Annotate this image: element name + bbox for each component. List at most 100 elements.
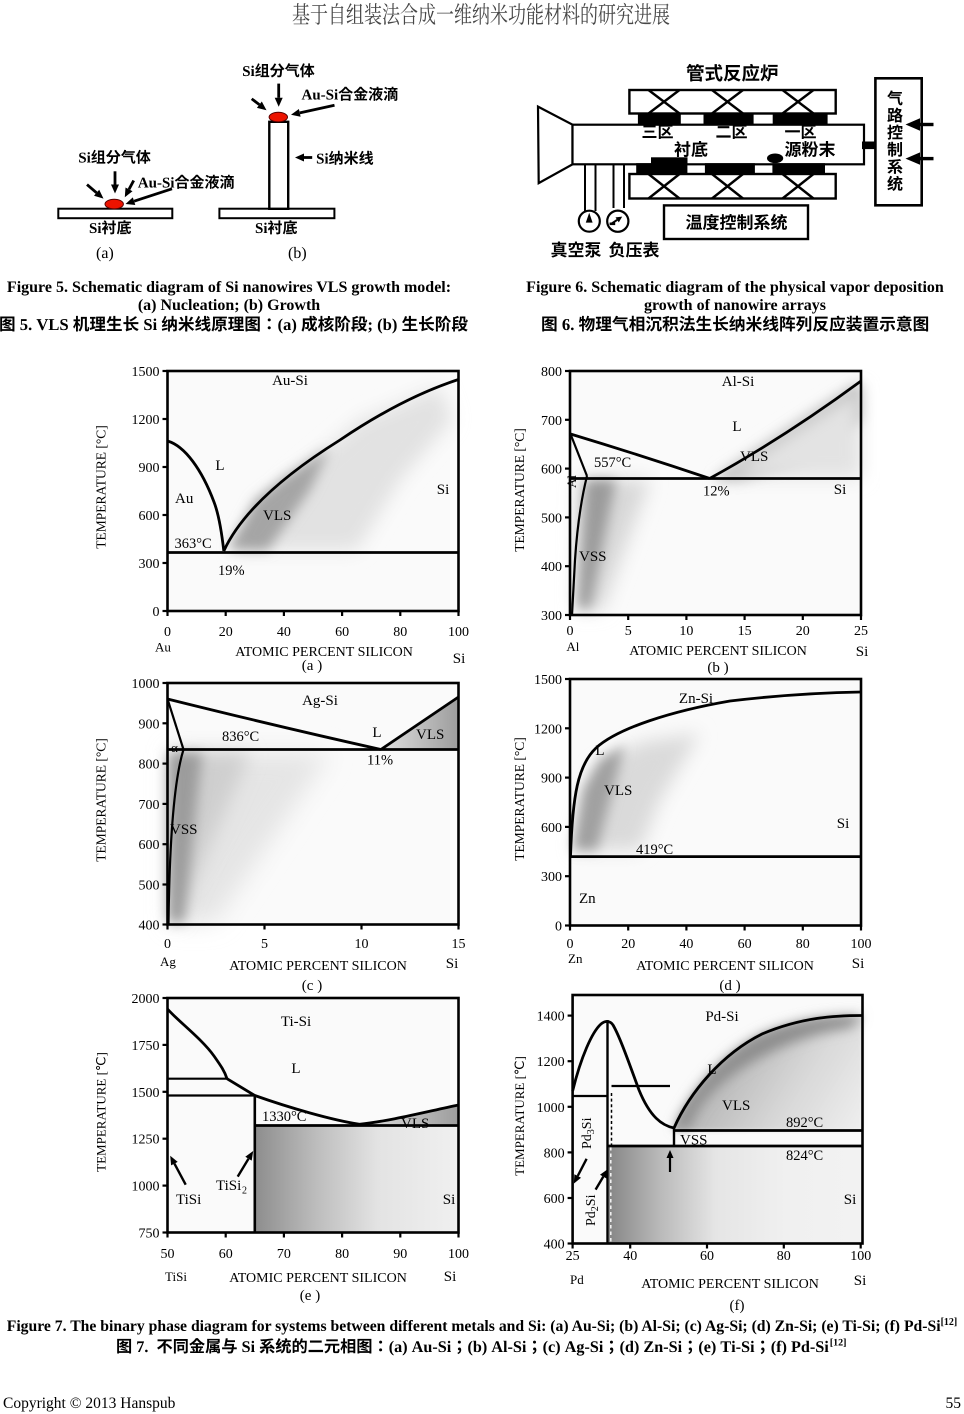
svg-text:100: 100: [448, 625, 469, 640]
svg-text:40: 40: [277, 625, 291, 640]
svg-text:100: 100: [850, 1249, 871, 1264]
svg-text:TiSi: TiSi: [216, 1178, 241, 1194]
svg-text:60: 60: [700, 1249, 714, 1264]
svg-text:900: 900: [139, 461, 160, 476]
svg-text:10: 10: [679, 624, 693, 639]
svg-text:Si: Si: [444, 1269, 457, 1285]
svg-text:600: 600: [541, 821, 562, 836]
svg-text:600: 600: [544, 1192, 565, 1207]
svg-text:Zn: Zn: [579, 891, 596, 907]
svg-text:0: 0: [164, 625, 171, 640]
svg-text:824°C: 824°C: [786, 1148, 823, 1164]
svg-text:900: 900: [139, 717, 160, 732]
svg-text:Si: Si: [852, 956, 865, 972]
svg-text:Au: Au: [175, 491, 194, 507]
svg-text:700: 700: [139, 798, 160, 813]
svg-text:1200: 1200: [534, 722, 562, 737]
svg-text:500: 500: [139, 879, 160, 894]
svg-text:(c ): (c ): [302, 978, 322, 994]
svg-text:600: 600: [139, 838, 160, 853]
svg-text:80: 80: [335, 1247, 349, 1262]
svg-text:600: 600: [541, 463, 562, 478]
svg-text:(b ): (b ): [707, 660, 728, 676]
svg-text:300: 300: [541, 609, 562, 624]
svg-text:12%: 12%: [703, 484, 730, 500]
svg-text:2: 2: [242, 1186, 247, 1197]
svg-text:19%: 19%: [218, 563, 245, 579]
svg-text:60: 60: [219, 1247, 233, 1262]
svg-text:Ag: Ag: [160, 954, 176, 969]
svg-text:Pd3Si: Pd3Si: [580, 1117, 597, 1149]
svg-text:ATOMIC PERCENT SILICON: ATOMIC PERCENT SILICON: [629, 644, 807, 659]
svg-text:Si: Si: [453, 651, 466, 667]
svg-text:Au-Si: Au-Si: [272, 373, 308, 389]
svg-text:ATOMIC PERCENT SILICON: ATOMIC PERCENT SILICON: [636, 959, 814, 974]
svg-text:25: 25: [566, 1249, 580, 1264]
svg-text:1200: 1200: [537, 1055, 565, 1070]
svg-text:300: 300: [541, 870, 562, 885]
svg-text:15: 15: [452, 937, 466, 952]
svg-text:L: L: [372, 725, 381, 741]
svg-text:TEMPERATURE [°C]: TEMPERATURE [°C]: [512, 737, 527, 861]
svg-text:900: 900: [541, 772, 562, 787]
svg-text:Ag-Si: Ag-Si: [302, 693, 338, 709]
svg-text:363°C: 363°C: [175, 536, 212, 552]
svg-text:TEMPERATURE [°C]: TEMPERATURE [°C]: [512, 428, 527, 552]
svg-text:1000: 1000: [132, 1180, 160, 1195]
svg-text:Si: Si: [854, 1273, 867, 1289]
svg-text:557°C: 557°C: [594, 455, 631, 471]
svg-text:Pd-Si: Pd-Si: [705, 1009, 738, 1025]
svg-text:L: L: [732, 419, 741, 435]
svg-text:40: 40: [679, 937, 693, 952]
svg-text:ATOMIC PERCENT SILICON: ATOMIC PERCENT SILICON: [235, 645, 413, 660]
svg-text:(d ): (d ): [719, 978, 740, 994]
svg-text:750: 750: [139, 1227, 160, 1242]
svg-text:1330°C: 1330°C: [262, 1109, 306, 1125]
svg-text:1500: 1500: [534, 673, 562, 688]
svg-text:0: 0: [567, 624, 574, 639]
svg-text:300: 300: [139, 557, 160, 572]
svg-text:Zn: Zn: [568, 951, 583, 966]
svg-text:Al: Al: [566, 639, 579, 654]
svg-text:80: 80: [777, 1249, 791, 1264]
svg-text:Si: Si: [834, 482, 847, 498]
svg-text:L: L: [595, 743, 604, 759]
svg-text:90: 90: [393, 1247, 407, 1262]
svg-text:1500: 1500: [132, 1086, 160, 1101]
svg-text:50: 50: [161, 1247, 175, 1262]
svg-text:20: 20: [219, 625, 233, 640]
svg-text:20: 20: [621, 937, 635, 952]
svg-text:VLS: VLS: [722, 1098, 750, 1114]
svg-text:5: 5: [625, 624, 632, 639]
svg-text:0: 0: [164, 937, 171, 952]
svg-text:ATOMIC PERCENT SILICON: ATOMIC PERCENT SILICON: [229, 1271, 407, 1286]
svg-text:VLS: VLS: [263, 508, 291, 524]
svg-text:5: 5: [261, 937, 268, 952]
svg-text:15: 15: [738, 624, 752, 639]
svg-text:80: 80: [393, 625, 407, 640]
svg-text:1400: 1400: [537, 1010, 565, 1025]
svg-text:892°C: 892°C: [786, 1115, 823, 1131]
svg-text:L: L: [215, 458, 224, 474]
svg-text:TEMPERATURE [℃]: TEMPERATURE [℃]: [94, 1052, 109, 1172]
svg-text:VSS: VSS: [579, 549, 607, 565]
svg-text:(f): (f): [730, 1298, 745, 1314]
svg-text:700: 700: [541, 414, 562, 429]
svg-text:Ti-Si: Ti-Si: [281, 1014, 311, 1030]
svg-text:20: 20: [796, 624, 810, 639]
svg-text:1000: 1000: [537, 1101, 565, 1116]
svg-text:400: 400: [541, 560, 562, 575]
svg-text:800: 800: [541, 365, 562, 380]
svg-text:60: 60: [738, 937, 752, 952]
svg-text:Au: Au: [155, 640, 171, 655]
svg-text:0: 0: [555, 920, 562, 935]
svg-text:L: L: [707, 1062, 716, 1078]
svg-text:400: 400: [544, 1238, 565, 1253]
svg-text:VSS: VSS: [170, 822, 198, 838]
svg-text:Si: Si: [844, 1192, 857, 1208]
svg-text:1200: 1200: [132, 413, 160, 428]
svg-text:VSS: VSS: [680, 1133, 708, 1149]
svg-text:VLS: VLS: [401, 1116, 429, 1132]
svg-text:VLS: VLS: [416, 727, 444, 743]
svg-text:11%: 11%: [367, 753, 393, 769]
